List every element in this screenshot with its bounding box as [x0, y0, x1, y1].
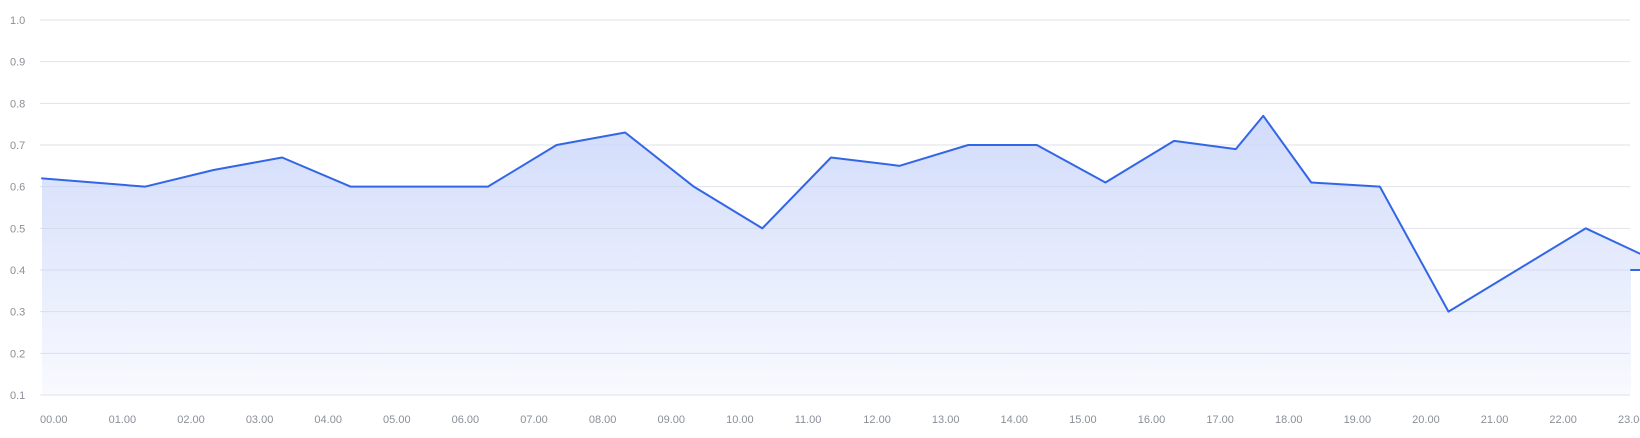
data-point-4	[348, 184, 354, 190]
y-tick-label: 0.6	[10, 182, 25, 194]
data-point-7	[622, 130, 628, 136]
y-tick-label: 0.7	[10, 140, 25, 152]
y-tick-label: 0.2	[10, 348, 25, 360]
x-tick-label: 16.00	[1138, 414, 1166, 426]
data-point-11	[897, 163, 903, 169]
x-axis-ticks: 00.00 01.00 02.00 03.00 04.00 05.00 06.00 07.00…	[40, 414, 1640, 426]
x-tick-label: 13.00	[932, 414, 960, 426]
y-tick-label: 0.3	[10, 307, 25, 319]
data-point-12	[965, 142, 971, 148]
x-tick-label: 23.00	[1618, 414, 1640, 426]
data-point-13	[1034, 142, 1040, 148]
x-tick-label: 05.00	[383, 414, 411, 426]
x-tick-label: 10.00	[726, 414, 754, 426]
x-tick-label: 00.00	[40, 414, 68, 426]
data-point-1	[142, 184, 148, 190]
series-line-layer	[39, 113, 1640, 315]
x-tick-label: 06.00	[452, 414, 480, 426]
x-tick-label: 04.00	[314, 414, 342, 426]
data-point-5	[485, 184, 491, 190]
x-tick-label: 21.00	[1481, 414, 1509, 426]
x-tick-label: 03.00	[246, 414, 274, 426]
data-point-6	[554, 142, 560, 148]
data-point-17	[1260, 113, 1266, 119]
area-fill-layer	[42, 115, 1640, 395]
x-tick-label: 20.00	[1412, 414, 1440, 426]
data-point-20	[1445, 309, 1451, 315]
y-tick-label: 1.0	[10, 15, 25, 27]
series-line-0	[41, 114, 1640, 313]
x-tick-label: 19.00	[1344, 414, 1372, 426]
data-point-16	[1233, 146, 1239, 152]
data-point-14	[1102, 180, 1108, 186]
data-point-0	[39, 175, 45, 181]
data-point-18	[1308, 180, 1314, 186]
x-tick-label: 01.00	[109, 414, 137, 426]
y-tick-label: 0.1	[10, 390, 25, 402]
x-tick-label: 22.00	[1549, 414, 1577, 426]
x-tick-label: 09.00	[657, 414, 685, 426]
y-tick-label: 0.8	[10, 98, 25, 110]
x-tick-label: 02.00	[177, 414, 205, 426]
x-tick-label: 12.00	[863, 414, 891, 426]
x-tick-label: 11.00	[795, 414, 822, 426]
data-point-22	[1583, 225, 1589, 231]
data-point-10	[828, 155, 834, 161]
x-tick-label: 07.00	[520, 414, 548, 426]
y-tick-label: 0.5	[10, 223, 25, 235]
data-point-15	[1171, 138, 1177, 144]
data-point-9	[759, 225, 765, 231]
data-point-19	[1377, 184, 1383, 190]
series-area-0	[42, 115, 1640, 395]
y-tick-label: 0.4	[10, 265, 25, 277]
data-point-2	[211, 167, 217, 173]
y-axis-ticks: 0.1 0.2 0.3 0.4 0.5 0.6 0.7 0.8 0.9 1.0	[10, 15, 25, 402]
data-point-8	[691, 184, 697, 190]
data-point-21	[1514, 267, 1520, 273]
x-tick-label: 18.00	[1275, 414, 1303, 426]
x-tick-label: 14.00	[1001, 414, 1029, 426]
x-tick-label: 15.00	[1069, 414, 1097, 426]
y-tick-label: 0.9	[10, 57, 25, 69]
x-tick-label: 17.00	[1206, 414, 1234, 426]
x-tick-label: 08.00	[589, 414, 617, 426]
data-point-3	[279, 155, 285, 161]
